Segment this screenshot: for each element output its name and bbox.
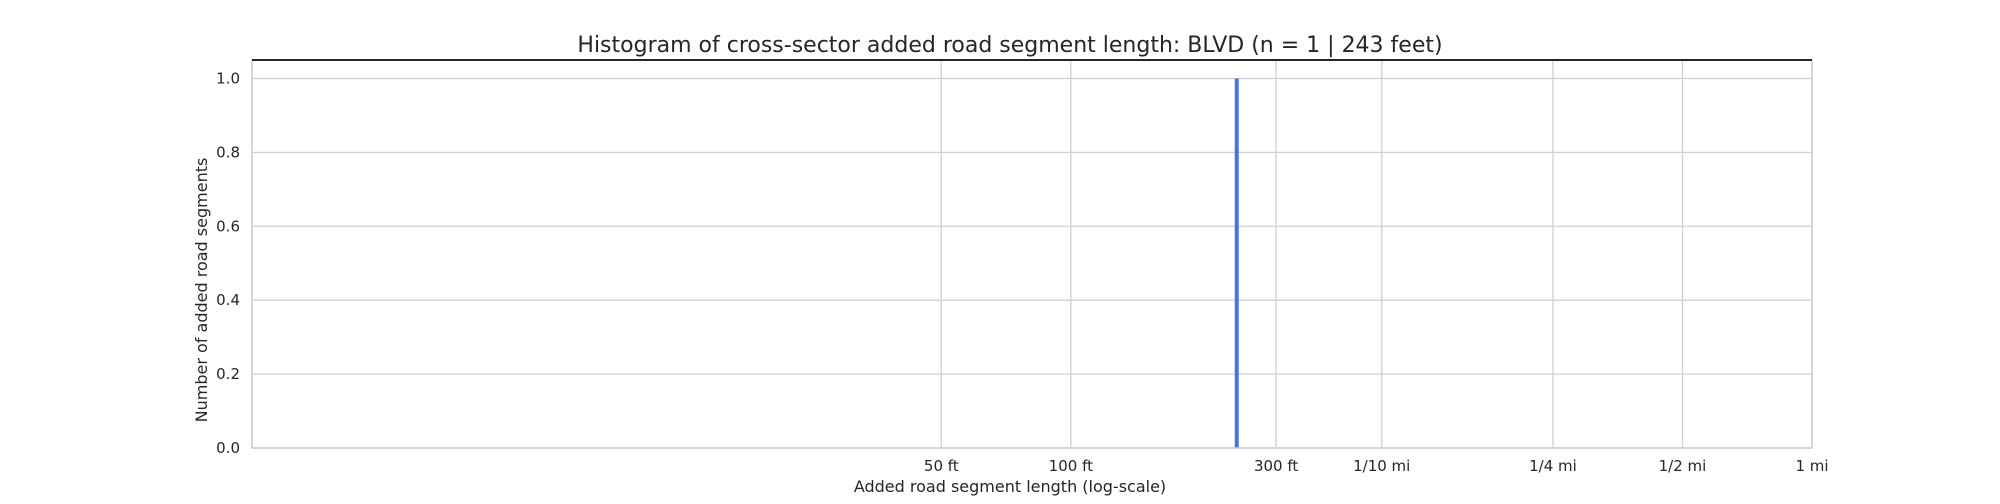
- y-tick-label: 0.4: [216, 291, 240, 309]
- y-tick-label: 0.8: [216, 143, 240, 161]
- x-tick-label: 1/2 mi: [1659, 457, 1707, 475]
- histogram-bar: [1234, 78, 1239, 448]
- tick-labels: 0.0 0.2 0.4 0.6 0.8 1.0 50 ft 100 ft 300 ft 1/10 …: [216, 69, 1828, 475]
- y-tick-label: 1.0: [216, 69, 240, 87]
- x-tick-label: 300 ft: [1254, 457, 1298, 475]
- x-tick-label: 1/4 mi: [1529, 457, 1577, 475]
- y-tick-label: 0.2: [216, 365, 240, 383]
- x-tick-label: 1 mi: [1795, 457, 1828, 475]
- x-tick-label: 1/10 mi: [1353, 457, 1410, 475]
- grid-lines: [252, 60, 1813, 449]
- x-tick-label: 50 ft: [924, 457, 959, 475]
- plot-frame: [251, 59, 1813, 449]
- bars: [1234, 78, 1239, 448]
- chart-title: Histogram of cross-sector added road seg…: [577, 33, 1442, 58]
- x-axis-label: Added road segment length (log-scale): [854, 477, 1166, 496]
- y-axis-label: Number of added road segments: [192, 158, 211, 423]
- y-tick-label: 0.0: [216, 439, 240, 457]
- y-tick-label: 0.6: [216, 217, 240, 235]
- x-tick-label: 100 ft: [1049, 457, 1093, 475]
